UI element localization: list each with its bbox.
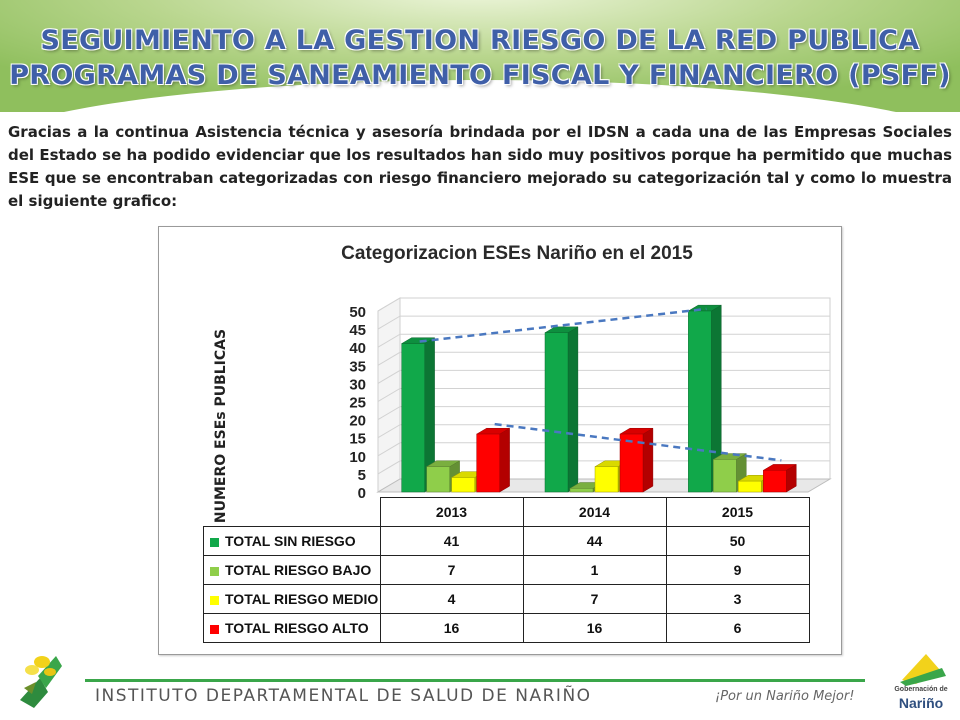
table-cell: 3 [665,584,810,614]
legend-entry: TOTAL RIESGO ALTO [203,613,381,643]
bar [426,466,450,493]
table-header-2014: 2014 [522,497,667,527]
bar-side [642,427,654,493]
bar [688,310,712,493]
gridline [377,369,830,384]
gobernacion-line1: Gobernación de [894,686,948,693]
bar [738,480,762,493]
table-cell: 50 [665,526,810,556]
page-title-line1: SEGUIMIENTO A LA GESTION RIESGO DE LA RE… [40,25,920,56]
header-band [0,0,960,112]
table-cell: 9 [665,555,810,585]
bar [544,332,569,493]
bar [763,470,787,493]
bar-side [567,326,579,493]
y-tick-label: 40 [349,340,366,357]
table-header-2013: 2013 [379,497,524,527]
intro-paragraph: Gracias a la continua Asistencia técnica… [8,123,952,210]
legend-swatch [210,537,219,547]
chart-title: Categorizacion ESEs Nariño en el 2015 [341,243,693,264]
legend-entry: TOTAL SIN RIESGO [203,526,381,556]
gobernacion-logo: Gobernación de Nariño [886,648,956,716]
table-row: TOTAL RIESGO MEDIO 4 7 3 [203,584,810,614]
legend-swatch [210,595,219,605]
table-cell: 6 [665,613,810,643]
table-cell: 7 [522,584,667,614]
footer-divider [85,679,865,682]
y-tick-label: 10 [349,449,366,466]
legend-label: TOTAL RIESGO BAJO [225,562,372,578]
table-corner [203,497,381,527]
footer-slogan: ¡Por un Nariño Mejor! [715,689,855,704]
y-tick-label: 15 [349,431,366,448]
gridline [377,406,830,421]
table-row: TOTAL SIN RIESGO 41 44 50 [203,526,810,556]
y-tick-label: 20 [349,413,366,430]
legend-label: TOTAL SIN RIESGO [225,533,356,549]
y-tick-label: 45 [349,322,366,339]
gridline [377,315,830,330]
y-tick-label: 5 [358,467,366,484]
table-row: TOTAL RIESGO BAJO 7 1 9 [203,555,810,585]
gridline [377,297,830,312]
bar [569,488,594,493]
table-cell: 7 [379,555,524,585]
bar [619,433,644,493]
y-tick-label: 50 [349,304,366,321]
trendline [419,307,707,343]
table-cell: 4 [379,584,524,614]
table-cell: 16 [522,613,667,643]
y-axis-label: NUMERO ESEs PUBLICAS [213,328,229,524]
legend-swatch [210,566,219,576]
y-tick-label: 25 [349,395,366,412]
gridline [377,333,830,348]
legend-entry: TOTAL RIESGO MEDIO [203,584,381,614]
gridline [377,351,830,366]
idsn-logo-icon [20,656,62,708]
gridline [377,388,830,402]
legend-entry: TOTAL RIESGO BAJO [203,555,381,585]
table-header-row: 2013 2014 2015 [203,497,810,527]
bar [451,477,475,493]
table-row: TOTAL RIESGO ALTO 16 16 6 [203,613,810,643]
table-cell: 41 [379,526,524,556]
chart-data-table: 2013 2014 2015 TOTAL SIN RIESGO 41 44 50… [203,497,810,643]
trendline [494,422,782,462]
page-title-line2: PROGRAMAS DE SANEAMIENTO FISCAL Y FINANC… [9,60,951,91]
table-header-2015: 2015 [665,497,810,527]
table-cell: 44 [522,526,667,556]
table-cell: 1 [522,555,667,585]
bar [713,459,737,493]
y-tick-label: 0 [358,485,366,502]
bar [476,433,500,493]
gridline [377,460,830,475]
bar-side [499,427,510,493]
footer-institution: INSTITUTO DEPARTAMENTAL DE SALUD DE NARI… [95,686,592,706]
gobernacion-line2: Nariño [898,695,944,711]
table-cell: 16 [379,613,524,643]
legend-label: TOTAL RIESGO ALTO [225,620,369,636]
y-tick-label: 35 [349,358,366,375]
bar [401,343,425,493]
legend-label: TOTAL RIESGO MEDIO [225,591,379,607]
gridline [377,442,830,457]
gobernacion-logo-icon [900,654,946,686]
y-tick-label: 30 [349,376,366,393]
gridline [377,424,830,439]
bar [594,466,619,493]
legend-swatch [210,624,219,634]
